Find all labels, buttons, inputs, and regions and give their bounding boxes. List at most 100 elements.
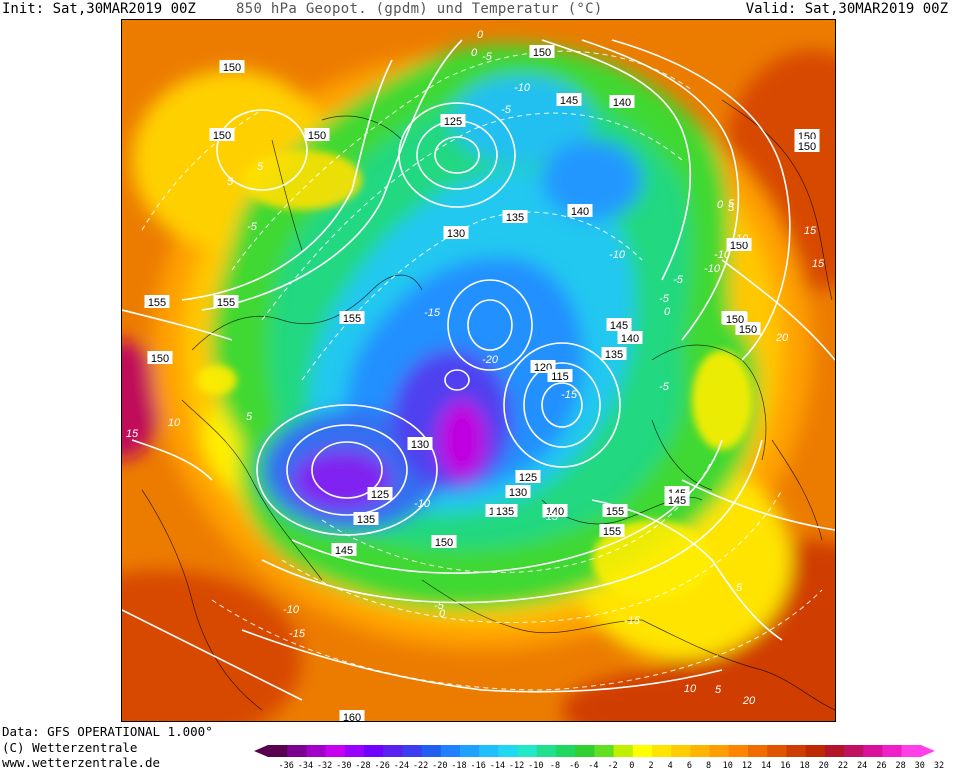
geopotential-label: 150 (726, 314, 744, 326)
isotherm-label: -15 (561, 389, 578, 401)
isotherm-label: 0 (471, 47, 478, 59)
geopotential-contours (122, 39, 835, 701)
geopotential-label: 140 (571, 206, 589, 218)
geopotential-label: 150 (798, 141, 816, 153)
isotherm-label: -20 (482, 354, 499, 366)
isotherm-label: 0 (439, 608, 446, 620)
isotherm-label: -5 (482, 51, 493, 63)
geopotential-label: 150 (435, 537, 453, 549)
legend-swatch (440, 745, 461, 757)
geopotential-label-box (353, 512, 379, 525)
geopotential-label-box (567, 204, 593, 217)
legend-tick-label: -10 (528, 761, 543, 770)
legend-tick-label: -36 (279, 761, 294, 770)
geopotential-label-box (664, 493, 690, 506)
geopotential-label-box (735, 322, 761, 335)
legend-swatch (901, 745, 922, 757)
legend-tick-label: -6 (569, 761, 579, 770)
geopotential-label-box (515, 470, 541, 483)
geopotential-label-box (440, 114, 466, 127)
isotherm-label: -5 (659, 293, 670, 305)
geopotential-label-box (602, 504, 628, 517)
isotherm-label: -10 (704, 263, 721, 275)
geopotential-label: 150 (308, 130, 326, 142)
legend-swatch (498, 745, 519, 757)
geopotential-label-box (556, 93, 582, 106)
geopotential-label: 145 (610, 320, 628, 332)
legend-swatch (268, 745, 288, 757)
geopotential-label: 160 (343, 712, 361, 721)
geopotential-label-box (219, 60, 245, 73)
isotherm-label: 0 (717, 199, 724, 211)
isotherm-label: 5 (257, 161, 264, 173)
legend-tick-label: 2 (648, 761, 653, 770)
legend-tick-label: -22 (413, 761, 428, 770)
geopotential-label: 150 (730, 240, 748, 252)
geopotential-label-box (147, 351, 173, 364)
isotherm-label: 15 (812, 258, 825, 270)
isotherm-label: 5 (246, 411, 253, 423)
geopotential-label-box (209, 128, 235, 141)
legend-swatch (460, 745, 480, 757)
geopotential-label-box (617, 331, 643, 344)
isotherm-label: 10 (168, 417, 181, 429)
isotherm-label: -5 (659, 381, 670, 393)
website-url: www.wetterzentrale.de (2, 755, 161, 770)
geopotential-label: 130 (509, 487, 527, 499)
isotherm-label: 5 (728, 198, 735, 210)
legend-tick-label: -12 (509, 761, 524, 770)
valid-time: Valid: Sat,30MAR2019 00Z (745, 1, 948, 17)
geopotential-label: 145 (560, 95, 578, 107)
legend-tick-label: -4 (588, 761, 598, 770)
isotherm-label: -15 (289, 628, 306, 640)
legend-swatch (671, 745, 691, 757)
legend-tick-label: 30 (915, 761, 925, 770)
legend-tick-label: 14 (761, 761, 771, 770)
isotherm-label: 20 (742, 695, 756, 707)
legend-swatch (364, 745, 384, 757)
geopotential-label-box (726, 238, 752, 251)
isotherm-label: 5 (715, 684, 722, 696)
legend-swatch (556, 745, 576, 757)
geopotential-label-box (794, 129, 820, 142)
legend-tick-label: 26 (876, 761, 886, 770)
legend-swatch (287, 745, 307, 757)
geopotential-label-box (547, 369, 573, 382)
isotherm-label: -10 (609, 249, 626, 261)
isotherm-label: 5 (227, 176, 234, 188)
legend-swatch (844, 745, 864, 757)
geopotential-label: 150 (533, 47, 551, 59)
geopotential-label: 130 (411, 439, 429, 451)
isotherm-label: 5 (736, 582, 743, 594)
isotherm-label: 15 (804, 225, 817, 237)
geopotential-label: 140 (613, 97, 631, 109)
legend-tick-label: 4 (668, 761, 673, 770)
geopotential-label: 140 (546, 506, 564, 518)
isotherm-label: 10 (684, 683, 697, 695)
legend-swatch (728, 745, 749, 757)
geopotential-label-box (331, 543, 357, 556)
legend-swatch (575, 745, 595, 757)
data-source: Data: GFS OPERATIONAL 1.000° (2, 724, 213, 739)
geopotential-label-box (144, 295, 170, 308)
legend-tick-label: -34 (298, 761, 313, 770)
legend-swatch (594, 745, 615, 757)
legend-tick-label: -8 (550, 761, 560, 770)
init-time: Init: Sat,30MAR2019 00Z (2, 1, 196, 17)
isotherm-label: 20 (775, 332, 789, 344)
legend-tick-label: 28 (895, 761, 905, 770)
legend-tick-label: 16 (780, 761, 790, 770)
geopotential-label: 155 (217, 297, 235, 309)
isotherm-label: 15 (126, 428, 139, 440)
isotherm-label: -10 (514, 82, 531, 94)
isotherm-label: -5 (434, 600, 445, 612)
geopotential-label-box (529, 45, 555, 58)
geopotential-label-box (609, 95, 635, 108)
geopotential-label: 155 (603, 526, 621, 538)
legend-swatch (748, 745, 768, 757)
legend-swatch (402, 745, 423, 757)
legend-tick-label: -16 (471, 761, 486, 770)
geopotential-label: 155 (148, 297, 166, 309)
legend-swatch (613, 745, 634, 757)
